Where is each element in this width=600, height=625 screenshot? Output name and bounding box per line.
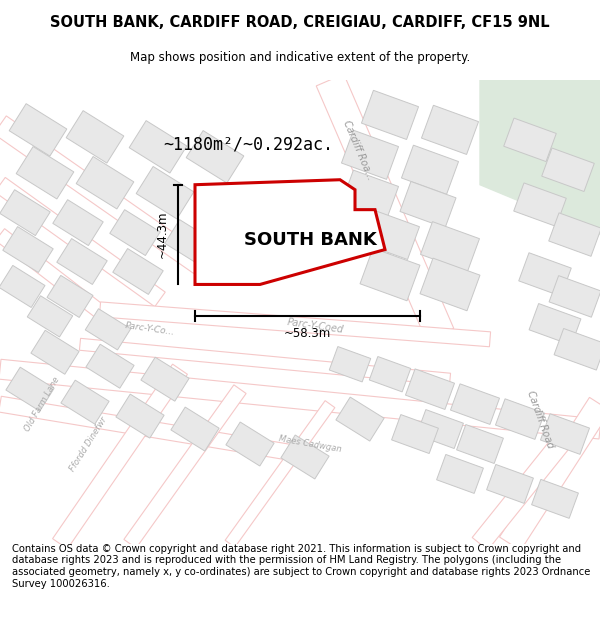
Polygon shape [0,266,45,308]
Text: Cardiff Road: Cardiff Road [525,389,555,449]
Polygon shape [360,248,420,301]
Text: ~58.3m: ~58.3m [284,327,331,340]
Polygon shape [532,479,578,518]
Polygon shape [53,364,187,549]
Polygon shape [281,435,329,479]
Text: Cardiff Roa...: Cardiff Roa... [341,119,375,181]
Text: ~1180m²/~0.292ac.: ~1180m²/~0.292ac. [163,136,333,154]
Polygon shape [549,213,600,256]
Polygon shape [9,104,67,156]
Polygon shape [451,384,500,424]
Polygon shape [66,111,124,163]
Polygon shape [171,407,219,451]
Polygon shape [129,121,187,173]
Polygon shape [341,170,398,219]
Text: SOUTH BANK, CARDIFF ROAD, CREIGIAU, CARDIFF, CF15 9NL: SOUTH BANK, CARDIFF ROAD, CREIGIAU, CARD… [50,15,550,30]
Polygon shape [85,309,131,350]
Text: ~44.3m: ~44.3m [155,211,169,258]
Polygon shape [341,130,398,179]
Polygon shape [487,464,533,503]
Polygon shape [457,424,503,464]
Polygon shape [496,399,545,439]
Polygon shape [549,276,600,318]
Polygon shape [0,229,115,325]
Polygon shape [499,398,600,551]
Polygon shape [542,148,594,191]
Text: SOUTH BANK: SOUTH BANK [244,231,376,249]
Polygon shape [369,356,411,392]
Polygon shape [400,181,456,228]
Polygon shape [16,146,74,199]
Polygon shape [86,344,134,388]
Polygon shape [110,209,160,256]
Polygon shape [141,357,189,401]
Polygon shape [195,180,385,284]
Polygon shape [472,438,568,550]
Polygon shape [421,222,479,271]
Polygon shape [225,401,335,548]
Polygon shape [0,359,600,439]
Text: Map shows position and indicative extent of the property.: Map shows position and indicative extent… [130,51,470,64]
Polygon shape [316,74,454,340]
Polygon shape [416,409,463,449]
Polygon shape [226,422,274,466]
Polygon shape [57,239,107,284]
Polygon shape [420,258,480,311]
Polygon shape [519,253,571,296]
Polygon shape [79,338,451,385]
Polygon shape [514,183,566,226]
Text: Parc-Y-Co...: Parc-Y-Co... [125,321,175,338]
Polygon shape [31,330,79,374]
Polygon shape [329,346,371,382]
Polygon shape [53,199,103,246]
Polygon shape [480,80,600,234]
Polygon shape [27,296,73,337]
Polygon shape [61,380,109,424]
Polygon shape [47,276,93,318]
Polygon shape [504,118,556,162]
Polygon shape [186,131,244,183]
Polygon shape [437,454,484,493]
Polygon shape [76,156,134,209]
Polygon shape [0,116,206,274]
Polygon shape [0,177,165,307]
Polygon shape [3,227,53,272]
Polygon shape [100,302,491,347]
Polygon shape [136,166,194,219]
Polygon shape [361,209,419,259]
Polygon shape [554,329,600,370]
Polygon shape [529,304,581,345]
Polygon shape [421,105,479,154]
Polygon shape [336,397,384,441]
Polygon shape [392,414,439,454]
Text: Contains OS data © Crown copyright and database right 2021. This information is : Contains OS data © Crown copyright and d… [12,544,590,589]
Polygon shape [541,414,590,454]
Text: Old Farm Lane: Old Farm Lane [23,375,61,433]
Text: Maes Cadwgan: Maes Cadwgan [278,434,342,454]
Polygon shape [6,367,54,411]
Polygon shape [113,249,163,294]
Polygon shape [165,219,215,266]
Polygon shape [124,385,246,548]
Polygon shape [401,145,458,194]
Text: Parc-Y-Coed: Parc-Y-Coed [286,318,344,335]
Polygon shape [361,91,419,139]
Text: Ffordd Dinefwr: Ffordd Dinefwr [68,415,109,473]
Polygon shape [0,396,301,462]
Polygon shape [0,190,50,236]
Polygon shape [406,369,455,409]
Polygon shape [116,394,164,438]
